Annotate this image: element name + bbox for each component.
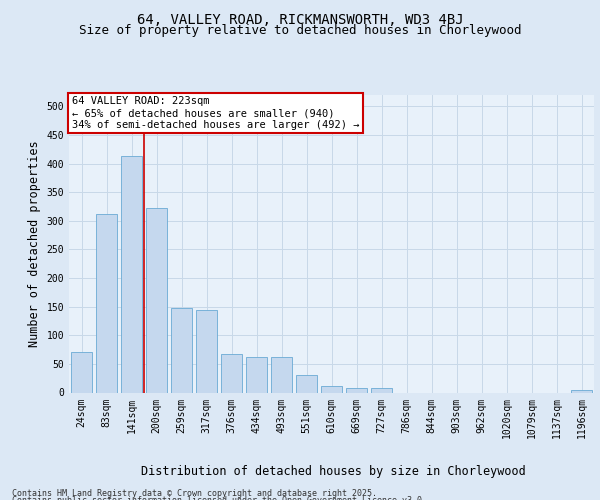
Bar bbox=[271, 357, 292, 392]
Bar bbox=[571, 390, 592, 392]
Text: Distribution of detached houses by size in Chorleywood: Distribution of detached houses by size … bbox=[140, 464, 526, 477]
Bar bbox=[221, 354, 242, 393]
Bar bbox=[346, 388, 367, 392]
Bar bbox=[96, 214, 117, 392]
Bar bbox=[321, 386, 342, 392]
Y-axis label: Number of detached properties: Number of detached properties bbox=[28, 140, 41, 347]
Bar bbox=[71, 352, 92, 393]
Bar bbox=[371, 388, 392, 392]
Bar bbox=[121, 156, 142, 392]
Text: Size of property relative to detached houses in Chorleywood: Size of property relative to detached ho… bbox=[79, 24, 521, 37]
Text: Contains HM Land Registry data © Crown copyright and database right 2025.: Contains HM Land Registry data © Crown c… bbox=[12, 488, 377, 498]
Text: 64, VALLEY ROAD, RICKMANSWORTH, WD3 4BJ: 64, VALLEY ROAD, RICKMANSWORTH, WD3 4BJ bbox=[137, 12, 463, 26]
Text: 64 VALLEY ROAD: 223sqm
← 65% of detached houses are smaller (940)
34% of semi-de: 64 VALLEY ROAD: 223sqm ← 65% of detached… bbox=[71, 96, 359, 130]
Bar bbox=[246, 357, 267, 392]
Text: Contains public sector information licensed under the Open Government Licence v3: Contains public sector information licen… bbox=[12, 496, 427, 500]
Bar bbox=[171, 308, 192, 392]
Bar bbox=[146, 208, 167, 392]
Bar bbox=[296, 376, 317, 392]
Bar bbox=[196, 310, 217, 392]
